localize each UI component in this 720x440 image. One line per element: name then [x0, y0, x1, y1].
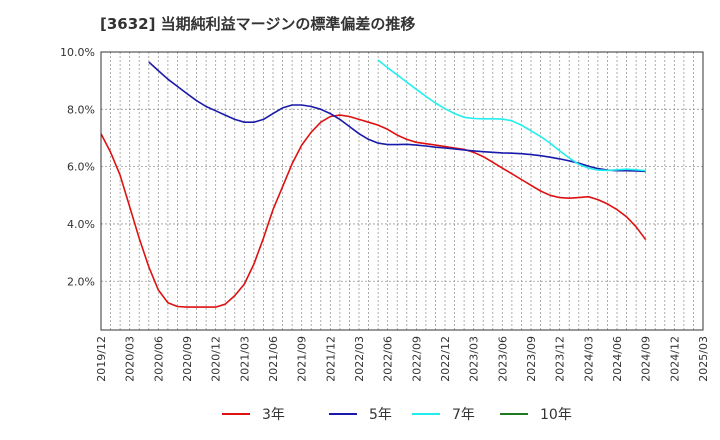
x-tick-label: 2020/03: [124, 336, 137, 382]
x-tick-label: 2019/12: [95, 336, 108, 382]
legend-label: 10年: [540, 407, 572, 423]
chart-title: [3632] 当期純利益マージンの標準偏差の推移: [100, 15, 416, 33]
x-tick-label: 2023/12: [554, 336, 567, 382]
x-tick-label: 2023/06: [496, 336, 509, 382]
series-line-2: [377, 59, 646, 172]
x-tick-label: 2021/03: [238, 336, 251, 382]
x-tick-label: 2024/03: [582, 336, 595, 382]
x-tick-label: 2022/03: [353, 336, 366, 382]
axes: [100, 51, 704, 331]
x-tick-label: 2020/06: [152, 336, 165, 382]
legend-label: 5年: [369, 407, 392, 423]
x-tick-label: 2025/03: [697, 336, 710, 382]
legend-item-2: 7年: [412, 407, 475, 423]
legend-label: 7年: [452, 407, 475, 423]
x-tick-label: 2020/12: [210, 336, 223, 382]
series-line-0: [100, 114, 647, 308]
legend-item-3: 10年: [500, 407, 572, 423]
y-tick-label: 10.0%: [60, 46, 95, 59]
legend: 3年 5年 7年 10年: [222, 407, 572, 423]
x-tick-label: 2020/09: [181, 336, 194, 382]
y-tick-label: 8.0%: [67, 103, 95, 116]
x-tick-label: 2022/06: [382, 336, 395, 382]
plot-frame: [100, 51, 704, 331]
x-tick-labels: 2019/12 2020/03 2020/06 2020/09 2020/12 2021/…: [95, 336, 710, 382]
grid-lines: [101, 51, 703, 330]
x-tick-label: 2023/09: [525, 336, 538, 382]
series-lines: [100, 59, 647, 308]
legend-label: 3年: [262, 407, 285, 423]
x-tick-label: 2024/12: [668, 336, 681, 382]
x-tick-label: 2021/12: [324, 336, 337, 382]
x-tick-label: 2022/09: [410, 336, 423, 382]
x-tick-label: 2022/12: [439, 336, 452, 382]
legend-item-0: 3年: [222, 407, 285, 423]
y-tick-labels: 2.0% 4.0% 6.0% 8.0% 10.0%: [60, 46, 95, 288]
series-line-1: [148, 61, 646, 173]
x-tick-label: 2021/09: [296, 336, 309, 382]
x-tick-label: 2023/03: [468, 336, 481, 382]
legend-item-1: 5年: [329, 407, 392, 423]
x-tick-label: 2024/09: [640, 336, 653, 382]
y-tick-label: 4.0%: [67, 218, 95, 231]
y-tick-label: 6.0%: [67, 161, 95, 174]
x-tick-label: 2021/06: [267, 336, 280, 382]
x-tick-label: 2024/06: [611, 336, 624, 382]
y-tick-label: 2.0%: [67, 275, 95, 288]
